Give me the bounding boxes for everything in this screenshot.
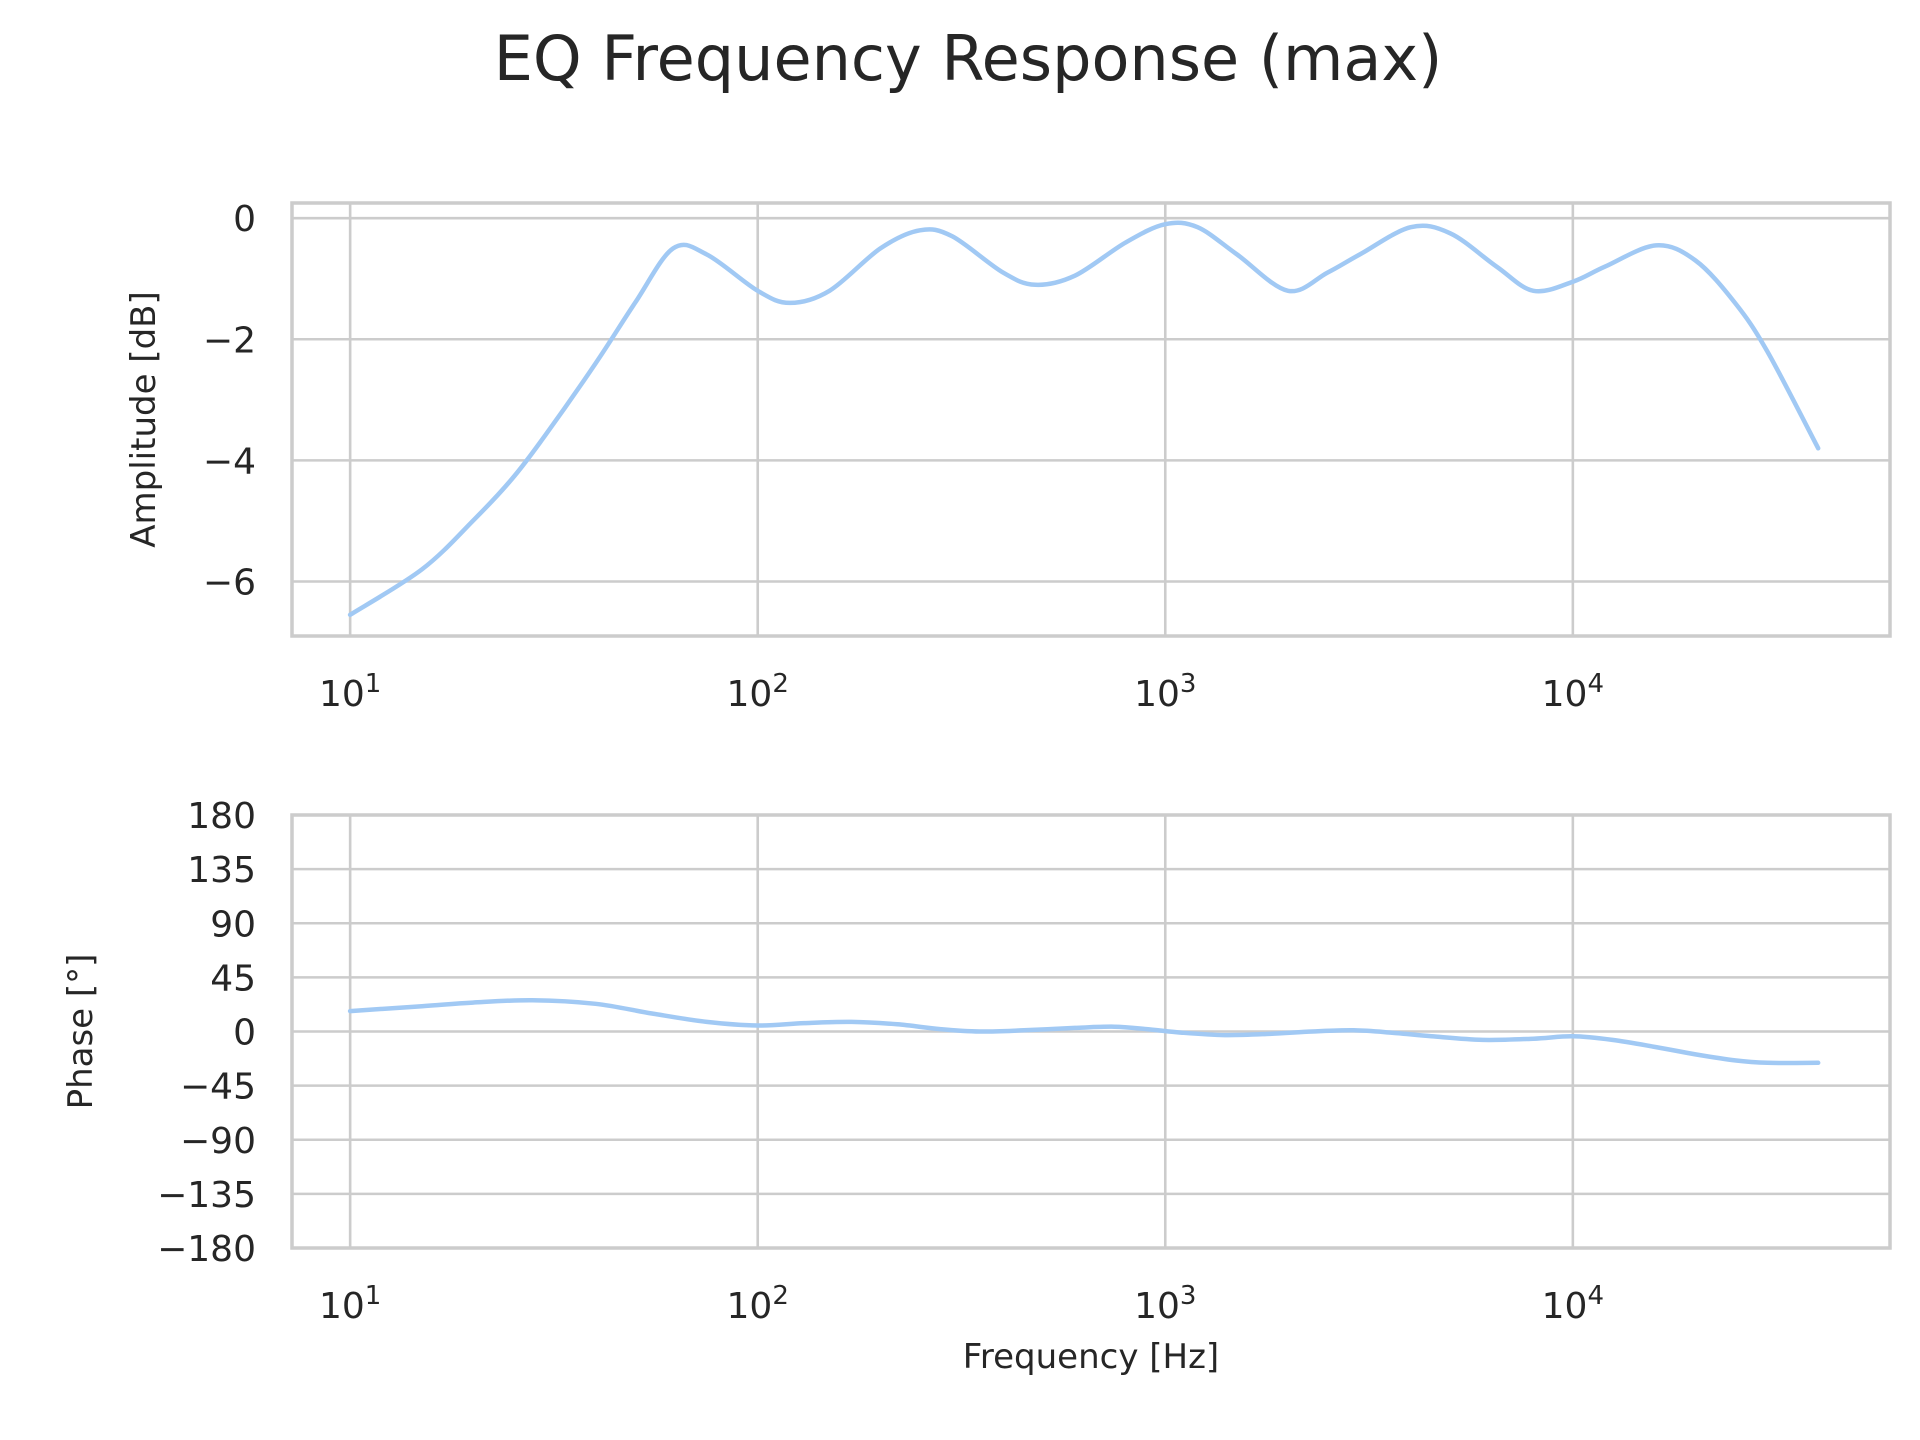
phase-xtick-label-1: 102 (727, 1281, 789, 1327)
amplitude-xtick-exponent: 4 (1587, 669, 1604, 699)
amplitude-ytick-label-1: −2 (203, 320, 256, 361)
phase-ytick-label-2: 90 (210, 904, 256, 945)
phase-ytick-label-1: 135 (187, 850, 256, 891)
amplitude-xtick-exponent: 1 (365, 669, 382, 699)
phase-xtick-base: 10 (1134, 1286, 1180, 1327)
amplitude-xtick-base: 10 (1134, 674, 1180, 715)
amplitude-ytick-label-0: 0 (233, 199, 256, 240)
amplitude-xtick-exponent: 2 (772, 669, 789, 699)
phase-xtick-base: 10 (1542, 1286, 1588, 1327)
phase-xtick-base: 10 (727, 1286, 773, 1327)
amplitude-xtick-base: 10 (1542, 674, 1588, 715)
phase-ytick-label-6: −90 (180, 1121, 256, 1162)
amplitude-ylabel: Amplitude [dB] (124, 291, 164, 547)
phase-ytick-label-7: −135 (157, 1175, 256, 1216)
phase-xtick-exponent: 1 (365, 1281, 382, 1311)
phase-series-line-0 (347, 997, 1821, 1066)
phase-xtick-label-2: 103 (1134, 1281, 1196, 1327)
phase-xtick-exponent: 4 (1587, 1281, 1604, 1311)
amplitude-xtick-base: 10 (319, 674, 365, 715)
amplitude-xtick-label-2: 103 (1134, 669, 1196, 715)
phase-xlabel: Frequency [Hz] (963, 1337, 1219, 1377)
amplitude-xtick-exponent: 3 (1180, 669, 1197, 699)
subplot-phase: 101 102 103 10418013590450−45−90−135−180Pha… (61, 796, 1892, 1377)
phase-xtick-exponent: 2 (772, 1281, 789, 1311)
phase-xtick-label-0: 101 (319, 1281, 381, 1327)
phase-ytick-label-5: −45 (180, 1067, 256, 1108)
phase-axes-frame (290, 813, 1892, 1250)
amplitude-xtick-label-1: 102 (727, 669, 789, 715)
amplitude-xtick-base: 10 (727, 674, 773, 715)
phase-xtick-label-3: 104 (1542, 1281, 1604, 1327)
amplitude-ytick-label-3: −6 (203, 562, 256, 603)
phase-ytick-label-4: 0 (233, 1013, 256, 1054)
phase-ytick-label-0: 180 (187, 796, 256, 837)
figure-title: EQ Frequency Response (max) (494, 22, 1443, 95)
amplitude-ytick-label-2: −4 (203, 441, 256, 482)
amplitude-xtick-label-0: 101 (319, 669, 381, 715)
amplitude-axes-frame (290, 201, 1892, 638)
phase-ytick-label-3: 45 (210, 958, 256, 999)
amplitude-series-line-0 (347, 220, 1821, 618)
phase-xtick-base: 10 (319, 1286, 365, 1327)
phase-ytick-label-8: −180 (157, 1229, 256, 1270)
phase-xtick-exponent: 3 (1180, 1281, 1197, 1311)
phase-ylabel: Phase [°] (61, 954, 101, 1110)
amplitude-xtick-label-3: 104 (1542, 669, 1604, 715)
